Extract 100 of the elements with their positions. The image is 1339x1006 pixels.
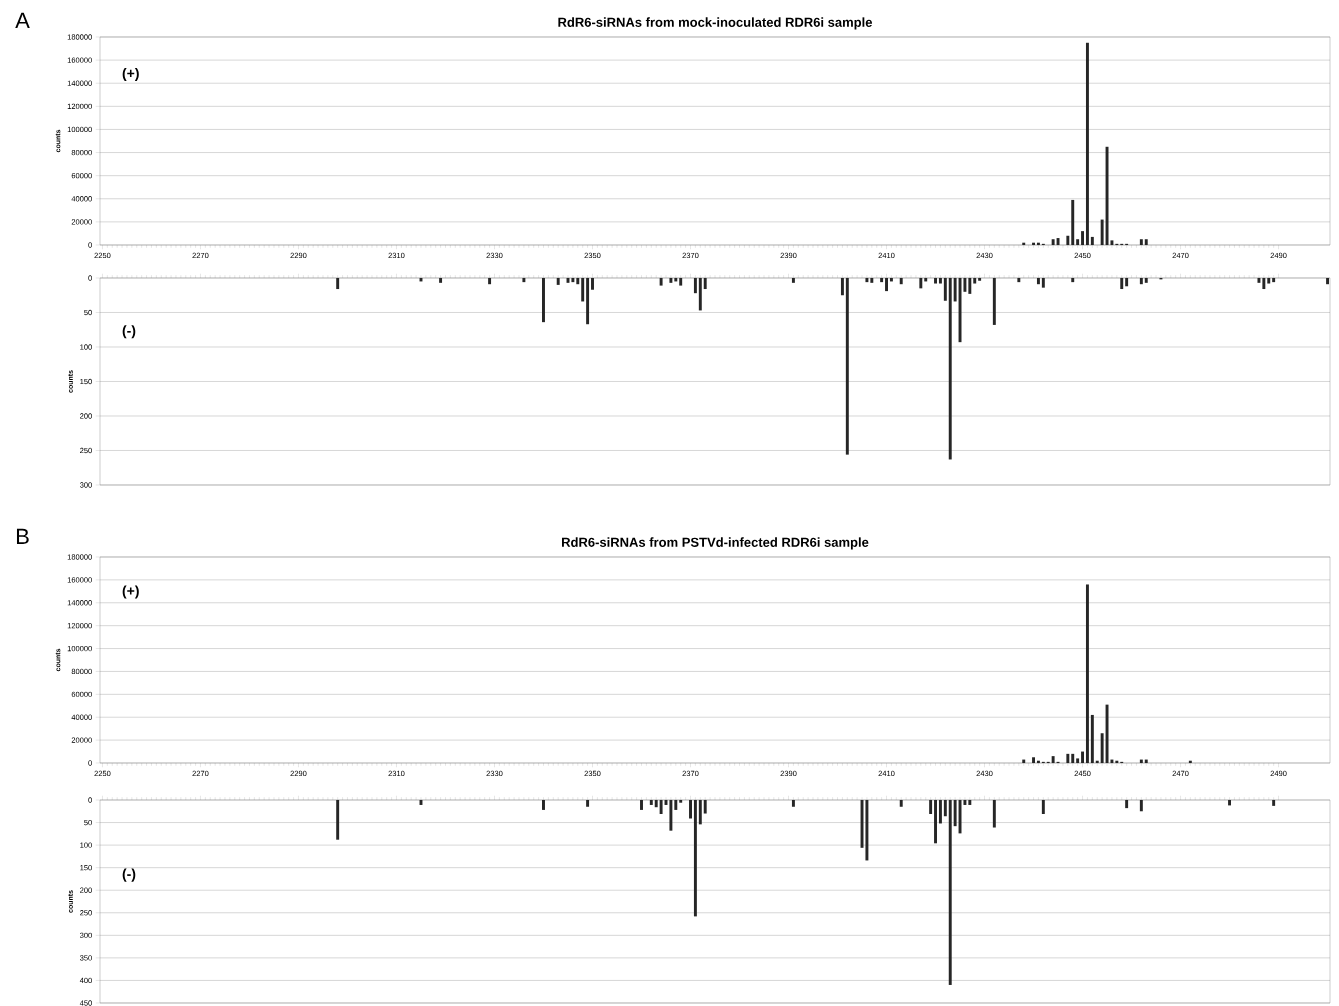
bar xyxy=(1267,278,1271,284)
bar xyxy=(522,278,526,283)
bar xyxy=(679,800,683,803)
bar xyxy=(698,800,702,825)
bar xyxy=(953,800,957,827)
bar xyxy=(1081,751,1085,763)
bar xyxy=(649,800,653,805)
annotation: (+) xyxy=(122,67,139,81)
bar xyxy=(1041,278,1045,288)
bar xyxy=(889,278,893,282)
bar xyxy=(689,800,692,819)
bar xyxy=(488,278,492,285)
bar xyxy=(992,800,996,828)
bar xyxy=(1051,239,1055,245)
bar xyxy=(1262,278,1266,290)
bar xyxy=(336,278,340,290)
bar xyxy=(591,278,594,290)
bar xyxy=(640,800,643,810)
annotation: (-) xyxy=(122,868,136,882)
bar xyxy=(929,800,933,814)
bar xyxy=(938,800,942,824)
bar xyxy=(1139,759,1143,763)
bar xyxy=(659,278,663,286)
bar xyxy=(948,278,952,460)
bar xyxy=(1257,278,1261,283)
bar xyxy=(1071,278,1075,283)
bar xyxy=(963,800,967,805)
bar xyxy=(1125,800,1129,809)
bar xyxy=(1076,239,1080,245)
bar xyxy=(698,278,702,311)
bar xyxy=(1120,278,1124,290)
bar xyxy=(1144,278,1148,283)
bar xyxy=(1017,278,1021,283)
bar xyxy=(1090,714,1094,763)
bar xyxy=(1326,278,1330,285)
bar xyxy=(1071,199,1075,245)
bar xyxy=(865,800,869,861)
bar xyxy=(1105,146,1109,245)
bar xyxy=(943,278,947,301)
bar xyxy=(791,800,795,807)
bar xyxy=(963,278,967,292)
bar xyxy=(1125,278,1129,287)
bar xyxy=(1085,42,1089,245)
bar xyxy=(948,800,952,985)
bar xyxy=(1144,759,1148,763)
bar xyxy=(1071,753,1075,763)
bar xyxy=(1139,278,1143,285)
chart-title: RdR6-siRNAs from PSTVd-infected RDR6i sample xyxy=(562,537,869,550)
bar xyxy=(586,800,590,807)
bar xyxy=(1041,800,1045,814)
bar xyxy=(703,278,707,290)
bar xyxy=(576,278,580,285)
bar xyxy=(1066,753,1070,763)
bar xyxy=(669,278,673,283)
bar xyxy=(1105,704,1109,763)
bar xyxy=(791,278,795,283)
bar xyxy=(1139,800,1143,812)
bar xyxy=(953,278,957,302)
text: B xyxy=(16,528,29,544)
bar xyxy=(880,278,884,283)
bar xyxy=(865,278,869,283)
bar xyxy=(674,800,678,810)
bar xyxy=(1066,235,1070,245)
bar xyxy=(1139,239,1143,245)
bar xyxy=(654,800,658,808)
bar xyxy=(439,278,443,283)
annotation: (-) xyxy=(122,325,136,339)
bar xyxy=(571,278,575,283)
bar xyxy=(556,278,560,285)
bar xyxy=(1090,236,1094,245)
bar xyxy=(1022,759,1026,763)
bar xyxy=(669,800,673,831)
bar xyxy=(919,278,923,289)
bar xyxy=(968,278,972,294)
bar xyxy=(973,278,977,284)
bar xyxy=(693,800,697,917)
bar xyxy=(542,278,545,323)
bar xyxy=(581,278,585,302)
bar xyxy=(1056,238,1060,245)
annotation: (+) xyxy=(122,585,139,599)
bar xyxy=(924,278,928,282)
bar xyxy=(542,800,545,810)
bar xyxy=(1100,733,1104,763)
bar xyxy=(885,278,888,292)
bar xyxy=(659,800,663,814)
bar xyxy=(845,278,849,455)
bar xyxy=(870,278,874,283)
bar xyxy=(1272,278,1276,283)
bar xyxy=(1032,757,1035,763)
text: A xyxy=(15,12,30,28)
bar xyxy=(978,278,982,281)
bar xyxy=(586,278,590,325)
bar xyxy=(693,278,697,294)
bar xyxy=(1272,800,1276,806)
bar xyxy=(1036,278,1040,285)
bar xyxy=(899,800,903,807)
bar xyxy=(1051,756,1055,763)
bar xyxy=(1085,584,1089,763)
bar xyxy=(703,800,707,814)
bar xyxy=(968,800,972,805)
